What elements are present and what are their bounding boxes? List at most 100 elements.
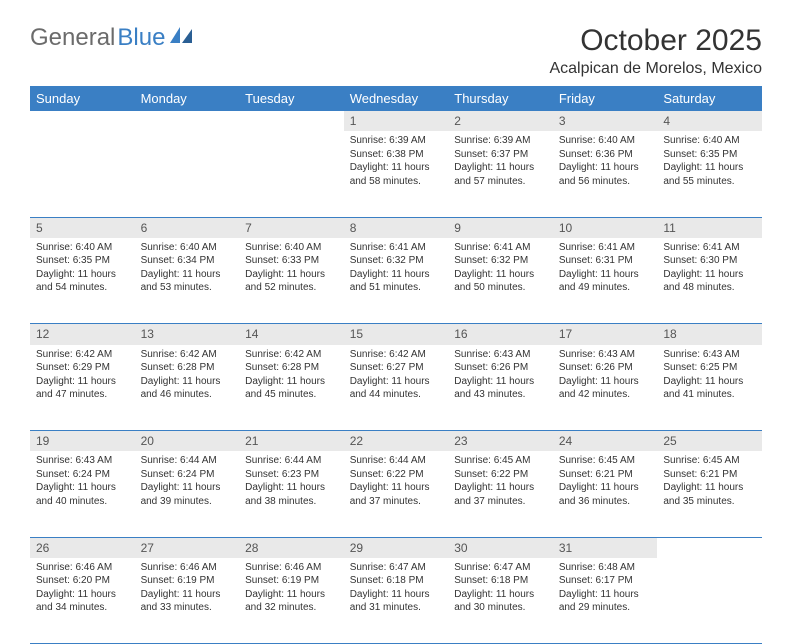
sunrise-text: Sunrise: 6:44 AM (245, 454, 338, 468)
day-cell (657, 558, 762, 644)
daylight-text: Daylight: 11 hours and 49 minutes. (559, 268, 652, 295)
brand-part2: Blue (117, 24, 165, 52)
sunrise-text: Sunrise: 6:46 AM (36, 561, 129, 575)
day-number-cell: 7 (239, 217, 344, 238)
day-header: Thursday (448, 86, 553, 111)
daylight-text: Daylight: 11 hours and 37 minutes. (454, 481, 547, 508)
day-cell: Sunrise: 6:40 AMSunset: 6:36 PMDaylight:… (553, 131, 658, 217)
sunrise-text: Sunrise: 6:42 AM (141, 348, 234, 362)
sunset-text: Sunset: 6:38 PM (350, 148, 443, 162)
daylight-text: Daylight: 11 hours and 50 minutes. (454, 268, 547, 295)
sunset-text: Sunset: 6:19 PM (141, 574, 234, 588)
day-number-cell: 17 (553, 324, 658, 345)
sunrise-text: Sunrise: 6:39 AM (350, 134, 443, 148)
sunrise-text: Sunrise: 6:47 AM (454, 561, 547, 575)
sunrise-text: Sunrise: 6:41 AM (454, 241, 547, 255)
day-cell: Sunrise: 6:43 AMSunset: 6:24 PMDaylight:… (30, 451, 135, 537)
day-number-cell: 25 (657, 431, 762, 452)
day-number-cell: 3 (553, 111, 658, 131)
day-number-cell: 4 (657, 111, 762, 131)
sunset-text: Sunset: 6:37 PM (454, 148, 547, 162)
day-cell: Sunrise: 6:39 AMSunset: 6:38 PMDaylight:… (344, 131, 449, 217)
day-number-cell: 19 (30, 431, 135, 452)
sunset-text: Sunset: 6:32 PM (350, 254, 443, 268)
day-cell: Sunrise: 6:39 AMSunset: 6:37 PMDaylight:… (448, 131, 553, 217)
day-number-cell: 16 (448, 324, 553, 345)
sunrise-text: Sunrise: 6:44 AM (141, 454, 234, 468)
sunset-text: Sunset: 6:22 PM (454, 468, 547, 482)
location-text: Acalpican de Morelos, Mexico (549, 60, 762, 78)
day-number-cell: 12 (30, 324, 135, 345)
daylight-text: Daylight: 11 hours and 29 minutes. (559, 588, 652, 615)
day-number-cell (30, 111, 135, 131)
sunset-text: Sunset: 6:30 PM (663, 254, 756, 268)
sunrise-text: Sunrise: 6:40 AM (141, 241, 234, 255)
day-number-cell: 24 (553, 431, 658, 452)
sunrise-text: Sunrise: 6:43 AM (36, 454, 129, 468)
day-number-cell: 20 (135, 431, 240, 452)
day-number-row: 567891011 (30, 217, 762, 238)
day-cell: Sunrise: 6:46 AMSunset: 6:20 PMDaylight:… (30, 558, 135, 644)
day-number-row: 12131415161718 (30, 324, 762, 345)
daylight-text: Daylight: 11 hours and 39 minutes. (141, 481, 234, 508)
day-number-cell: 5 (30, 217, 135, 238)
daylight-text: Daylight: 11 hours and 36 minutes. (559, 481, 652, 508)
day-header: Friday (553, 86, 658, 111)
day-cell: Sunrise: 6:40 AMSunset: 6:33 PMDaylight:… (239, 238, 344, 324)
sunrise-text: Sunrise: 6:41 AM (350, 241, 443, 255)
day-number-cell: 6 (135, 217, 240, 238)
day-number-cell: 14 (239, 324, 344, 345)
daylight-text: Daylight: 11 hours and 55 minutes. (663, 161, 756, 188)
day-number-cell: 8 (344, 217, 449, 238)
sunrise-text: Sunrise: 6:43 AM (559, 348, 652, 362)
sunrise-text: Sunrise: 6:41 AM (559, 241, 652, 255)
title-block: October 2025 Acalpican de Morelos, Mexic… (549, 24, 762, 78)
day-cell: Sunrise: 6:45 AMSunset: 6:22 PMDaylight:… (448, 451, 553, 537)
daylight-text: Daylight: 11 hours and 53 minutes. (141, 268, 234, 295)
day-body-row: Sunrise: 6:39 AMSunset: 6:38 PMDaylight:… (30, 131, 762, 217)
daylight-text: Daylight: 11 hours and 46 minutes. (141, 375, 234, 402)
sunset-text: Sunset: 6:21 PM (663, 468, 756, 482)
daylight-text: Daylight: 11 hours and 40 minutes. (36, 481, 129, 508)
day-header: Monday (135, 86, 240, 111)
daylight-text: Daylight: 11 hours and 35 minutes. (663, 481, 756, 508)
sunrise-text: Sunrise: 6:45 AM (454, 454, 547, 468)
sunset-text: Sunset: 6:18 PM (350, 574, 443, 588)
brand-part1: General (30, 24, 115, 52)
day-number-cell: 13 (135, 324, 240, 345)
daylight-text: Daylight: 11 hours and 58 minutes. (350, 161, 443, 188)
sunrise-text: Sunrise: 6:43 AM (454, 348, 547, 362)
daylight-text: Daylight: 11 hours and 31 minutes. (350, 588, 443, 615)
day-number-cell (239, 111, 344, 131)
daylight-text: Daylight: 11 hours and 32 minutes. (245, 588, 338, 615)
day-cell: Sunrise: 6:43 AMSunset: 6:26 PMDaylight:… (553, 345, 658, 431)
sunset-text: Sunset: 6:24 PM (141, 468, 234, 482)
sunset-text: Sunset: 6:27 PM (350, 361, 443, 375)
sunset-text: Sunset: 6:24 PM (36, 468, 129, 482)
daylight-text: Daylight: 11 hours and 30 minutes. (454, 588, 547, 615)
daylight-text: Daylight: 11 hours and 51 minutes. (350, 268, 443, 295)
day-cell: Sunrise: 6:42 AMSunset: 6:29 PMDaylight:… (30, 345, 135, 431)
sunrise-text: Sunrise: 6:45 AM (559, 454, 652, 468)
day-number-cell: 11 (657, 217, 762, 238)
day-cell: Sunrise: 6:41 AMSunset: 6:31 PMDaylight:… (553, 238, 658, 324)
day-header: Saturday (657, 86, 762, 111)
daylight-text: Daylight: 11 hours and 43 minutes. (454, 375, 547, 402)
day-number-cell (657, 537, 762, 558)
daylight-text: Daylight: 11 hours and 45 minutes. (245, 375, 338, 402)
sunrise-text: Sunrise: 6:40 AM (663, 134, 756, 148)
sunrise-text: Sunrise: 6:44 AM (350, 454, 443, 468)
day-cell: Sunrise: 6:41 AMSunset: 6:32 PMDaylight:… (448, 238, 553, 324)
day-cell: Sunrise: 6:40 AMSunset: 6:35 PMDaylight:… (30, 238, 135, 324)
daylight-text: Daylight: 11 hours and 56 minutes. (559, 161, 652, 188)
day-cell: Sunrise: 6:44 AMSunset: 6:23 PMDaylight:… (239, 451, 344, 537)
daylight-text: Daylight: 11 hours and 44 minutes. (350, 375, 443, 402)
day-number-cell: 22 (344, 431, 449, 452)
day-cell: Sunrise: 6:45 AMSunset: 6:21 PMDaylight:… (657, 451, 762, 537)
sunrise-text: Sunrise: 6:45 AM (663, 454, 756, 468)
sunset-text: Sunset: 6:36 PM (559, 148, 652, 162)
day-body-row: Sunrise: 6:40 AMSunset: 6:35 PMDaylight:… (30, 238, 762, 324)
day-cell: Sunrise: 6:48 AMSunset: 6:17 PMDaylight:… (553, 558, 658, 644)
sunset-text: Sunset: 6:29 PM (36, 361, 129, 375)
day-cell (239, 131, 344, 217)
